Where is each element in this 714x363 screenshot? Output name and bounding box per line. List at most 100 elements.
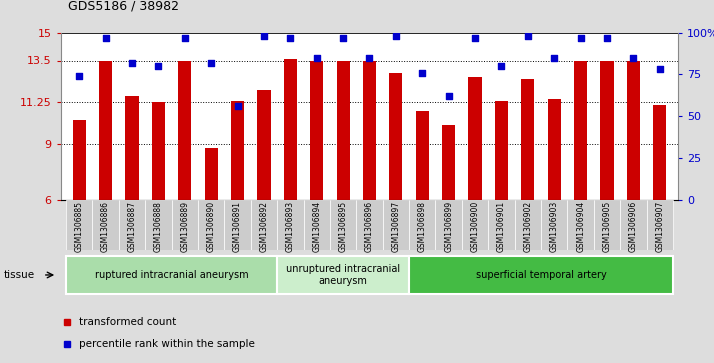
Text: GSM1306901: GSM1306901 bbox=[497, 201, 506, 252]
Bar bbox=[389, 73, 403, 200]
Bar bbox=[152, 102, 165, 200]
Bar bbox=[409, 256, 673, 294]
Point bbox=[390, 33, 401, 39]
Text: GSM1306885: GSM1306885 bbox=[75, 201, 84, 252]
Bar bbox=[594, 200, 620, 250]
Bar bbox=[277, 200, 303, 250]
Bar bbox=[574, 61, 587, 200]
Bar bbox=[548, 99, 561, 200]
Bar bbox=[383, 200, 409, 250]
Bar bbox=[145, 200, 171, 250]
Text: GSM1306886: GSM1306886 bbox=[101, 201, 110, 252]
Text: GSM1306892: GSM1306892 bbox=[259, 201, 268, 252]
Bar bbox=[521, 79, 535, 200]
Bar bbox=[541, 200, 568, 250]
Text: GSM1306904: GSM1306904 bbox=[576, 201, 585, 252]
Bar bbox=[257, 90, 271, 200]
Point bbox=[628, 55, 639, 61]
Bar bbox=[568, 200, 594, 250]
Bar bbox=[363, 61, 376, 200]
Point bbox=[74, 73, 85, 79]
Bar bbox=[462, 200, 488, 250]
Text: GDS5186 / 38982: GDS5186 / 38982 bbox=[68, 0, 178, 13]
Bar bbox=[330, 200, 356, 250]
Point bbox=[469, 35, 481, 41]
Bar bbox=[488, 200, 515, 250]
Bar bbox=[283, 59, 297, 200]
Point bbox=[179, 35, 191, 41]
Bar bbox=[171, 200, 198, 250]
Point bbox=[575, 35, 586, 41]
Point bbox=[363, 55, 375, 61]
Point bbox=[100, 35, 111, 41]
Bar bbox=[66, 200, 92, 250]
Text: GSM1306889: GSM1306889 bbox=[180, 201, 189, 252]
Point bbox=[496, 63, 507, 69]
Text: GSM1306894: GSM1306894 bbox=[312, 201, 321, 252]
Point bbox=[285, 35, 296, 41]
Point bbox=[232, 103, 243, 109]
Bar bbox=[198, 200, 224, 250]
Point bbox=[654, 66, 665, 72]
Bar bbox=[224, 200, 251, 250]
Text: GSM1306897: GSM1306897 bbox=[391, 201, 401, 252]
Bar bbox=[204, 148, 218, 200]
Bar bbox=[600, 61, 613, 200]
Point bbox=[311, 55, 323, 61]
Bar bbox=[442, 126, 456, 200]
Bar bbox=[66, 256, 277, 294]
Text: GSM1306890: GSM1306890 bbox=[206, 201, 216, 252]
Point bbox=[206, 60, 217, 66]
Bar bbox=[647, 200, 673, 250]
Text: GSM1306898: GSM1306898 bbox=[418, 201, 427, 252]
Text: ruptured intracranial aneurysm: ruptured intracranial aneurysm bbox=[95, 270, 248, 280]
Bar bbox=[251, 200, 277, 250]
Point bbox=[601, 35, 613, 41]
Bar bbox=[178, 61, 191, 200]
Bar bbox=[231, 101, 244, 200]
Point bbox=[258, 33, 270, 39]
Bar bbox=[409, 200, 436, 250]
Bar bbox=[277, 256, 409, 294]
Text: GSM1306887: GSM1306887 bbox=[128, 201, 136, 252]
Text: transformed count: transformed count bbox=[79, 317, 176, 327]
Text: GSM1306891: GSM1306891 bbox=[233, 201, 242, 252]
Text: percentile rank within the sample: percentile rank within the sample bbox=[79, 339, 255, 349]
Bar bbox=[303, 200, 330, 250]
Point bbox=[338, 35, 349, 41]
Bar bbox=[310, 61, 323, 200]
Text: GSM1306899: GSM1306899 bbox=[444, 201, 453, 252]
Point bbox=[153, 63, 164, 69]
Bar bbox=[119, 200, 145, 250]
Text: superficial temporal artery: superficial temporal artery bbox=[476, 270, 606, 280]
Bar bbox=[515, 200, 541, 250]
Bar bbox=[436, 200, 462, 250]
Bar bbox=[653, 105, 666, 200]
Text: GSM1306896: GSM1306896 bbox=[365, 201, 374, 252]
Bar bbox=[416, 111, 429, 200]
Point bbox=[443, 93, 454, 99]
Text: GSM1306903: GSM1306903 bbox=[550, 201, 559, 252]
Bar bbox=[73, 120, 86, 200]
Point bbox=[416, 70, 428, 76]
Text: GSM1306900: GSM1306900 bbox=[471, 201, 480, 252]
Text: tissue: tissue bbox=[4, 270, 35, 280]
Text: GSM1306905: GSM1306905 bbox=[603, 201, 611, 252]
Bar bbox=[468, 77, 482, 200]
Bar bbox=[99, 61, 112, 200]
Text: GSM1306906: GSM1306906 bbox=[629, 201, 638, 252]
Bar bbox=[620, 200, 647, 250]
Text: GSM1306895: GSM1306895 bbox=[338, 201, 348, 252]
Bar bbox=[495, 101, 508, 200]
Text: GSM1306888: GSM1306888 bbox=[154, 201, 163, 252]
Bar bbox=[627, 61, 640, 200]
Bar bbox=[336, 61, 350, 200]
Text: unruptured intracranial
aneurysm: unruptured intracranial aneurysm bbox=[286, 264, 400, 286]
Point bbox=[548, 55, 560, 61]
Bar bbox=[126, 96, 139, 200]
Bar bbox=[356, 200, 383, 250]
Point bbox=[522, 33, 533, 39]
Text: GSM1306902: GSM1306902 bbox=[523, 201, 533, 252]
Text: GSM1306907: GSM1306907 bbox=[655, 201, 664, 252]
Bar bbox=[92, 200, 119, 250]
